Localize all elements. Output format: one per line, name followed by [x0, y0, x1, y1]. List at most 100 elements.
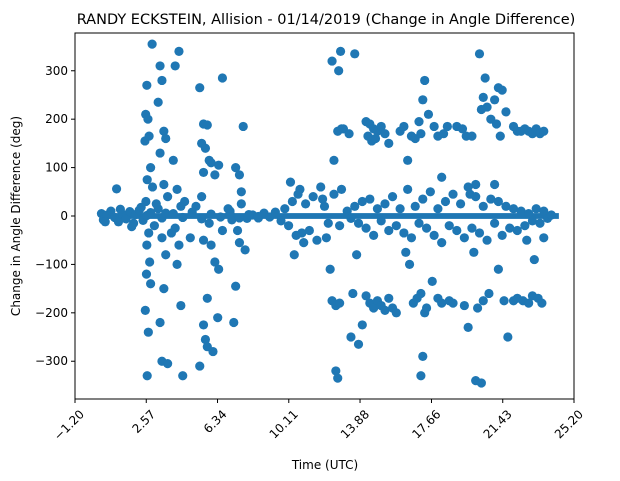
data-point — [161, 208, 171, 218]
data-point — [142, 80, 152, 90]
data-point — [459, 300, 469, 311]
data-point — [404, 259, 415, 270]
plot-points — [96, 39, 559, 388]
dense-point-band — [103, 213, 559, 219]
data-point — [159, 126, 169, 136]
data-point — [476, 104, 486, 115]
data-point — [213, 313, 223, 323]
data-point — [159, 284, 169, 294]
data-point — [144, 131, 154, 141]
data-point — [529, 254, 539, 265]
data-point — [336, 184, 347, 194]
data-point — [168, 155, 178, 165]
x-tick-label: 2.57 — [130, 407, 159, 436]
data-point — [200, 143, 211, 153]
data-point — [155, 317, 165, 328]
data-point — [155, 61, 165, 71]
data-point — [174, 46, 184, 57]
data-point — [380, 199, 390, 209]
data-point — [319, 201, 330, 211]
data-point — [289, 250, 299, 260]
data-point — [535, 218, 545, 228]
data-point — [335, 46, 346, 57]
data-point — [253, 211, 263, 222]
data-point — [357, 320, 367, 330]
data-point — [172, 184, 182, 194]
data-point — [161, 133, 171, 144]
data-point — [149, 221, 159, 231]
data-point — [539, 206, 549, 216]
data-point — [490, 218, 500, 228]
data-point — [353, 339, 364, 349]
data-point — [127, 222, 137, 232]
data-point — [270, 207, 280, 217]
data-point — [299, 238, 309, 248]
data-point — [141, 269, 152, 279]
data-point — [505, 223, 515, 233]
data-point — [486, 194, 496, 204]
data-point — [380, 129, 390, 139]
y-tick-label: −200 — [35, 306, 68, 320]
data-point — [215, 212, 226, 222]
data-point — [329, 155, 339, 165]
data-point — [490, 95, 500, 105]
data-point — [170, 61, 180, 71]
data-point — [346, 332, 356, 342]
data-point — [297, 228, 307, 238]
data-point — [467, 223, 477, 233]
data-point — [491, 119, 502, 129]
data-point — [232, 225, 243, 236]
data-point — [238, 121, 248, 132]
data-point — [423, 109, 434, 119]
data-point — [501, 107, 511, 117]
data-point — [516, 206, 526, 216]
data-point — [380, 305, 390, 315]
data-point — [153, 97, 163, 107]
data-point — [416, 288, 426, 299]
data-point — [403, 184, 413, 194]
x-tick-label: −1.20 — [51, 407, 87, 443]
data-point — [473, 303, 483, 313]
data-point — [546, 210, 556, 220]
data-point — [113, 217, 124, 227]
data-point — [429, 230, 439, 240]
data-point — [206, 209, 216, 219]
data-point — [376, 216, 386, 226]
data-point — [524, 298, 534, 308]
data-point — [185, 233, 195, 243]
chart-title: RANDY ECKSTEIN, Allision - 01/14/2019 (C… — [77, 12, 576, 28]
data-point — [508, 204, 519, 214]
data-point — [143, 114, 153, 124]
data-point — [361, 291, 371, 301]
data-point — [455, 199, 466, 209]
data-point — [493, 264, 503, 274]
x-tick-label: 13.88 — [338, 407, 372, 441]
data-point — [499, 296, 509, 306]
data-point — [539, 126, 549, 136]
data-point — [159, 179, 169, 190]
data-point — [416, 371, 426, 381]
data-point — [369, 303, 379, 313]
data-point — [121, 214, 131, 224]
data-point — [208, 346, 218, 357]
data-point — [350, 201, 360, 211]
data-point — [244, 209, 254, 220]
data-point — [204, 218, 214, 228]
y-tick-label: −100 — [35, 257, 68, 271]
data-point — [480, 73, 490, 83]
data-point — [327, 56, 337, 66]
data-point — [229, 317, 239, 328]
data-point — [231, 281, 241, 291]
data-point — [325, 264, 335, 274]
data-point — [333, 373, 343, 383]
y-axis-title: Change in Angle Difference (deg) — [9, 116, 23, 316]
data-point — [365, 194, 375, 204]
data-point — [440, 196, 451, 207]
data-point — [361, 223, 371, 233]
data-point — [352, 250, 362, 260]
data-point — [231, 162, 241, 173]
data-point — [280, 204, 290, 214]
y-axis: −300 −200 −100 0 100 200 300 — [35, 64, 75, 368]
data-point — [163, 192, 173, 202]
data-point — [471, 192, 481, 202]
